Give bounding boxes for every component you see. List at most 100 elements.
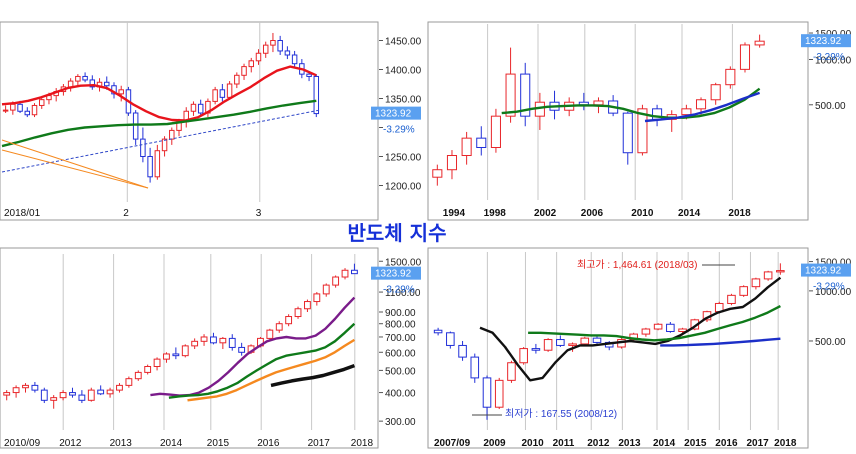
daily-candle-body [226, 83, 233, 98]
yearly-candle-body [637, 108, 648, 154]
monthly-x-tick-label: 2010 [521, 438, 544, 449]
weekly-moving-average-green [168, 322, 356, 399]
daily-candle-body [17, 103, 23, 112]
yearly-chart: 1994 1998 2002 2006 2010 2014 2018 500.00 1000.0… [432, 24, 852, 219]
yearly-x-tick-label: 2002 [534, 208, 557, 219]
daily-candle-body [132, 112, 139, 140]
weekly-candle-body [332, 276, 340, 286]
monthly-x-tick-label: 2017 [746, 438, 769, 449]
weekly-last-value-badge [371, 266, 421, 280]
weekly-candle-body [12, 387, 20, 394]
monthly-candle-body [507, 362, 516, 381]
daily-candle-body [147, 156, 153, 178]
weekly-y-tick-label: 800.00 [385, 320, 416, 331]
daily-candle-body [190, 103, 197, 112]
yearly-moving-average-green [501, 87, 761, 119]
daily-orange-trendline-2 [1, 149, 149, 189]
monthly-candle-body [678, 328, 687, 333]
monthly-y-tick-label: 1000.00 [815, 287, 852, 298]
weekly-y-tick-label: 1500.00 [385, 257, 422, 268]
daily-change-percent: -3.29% [383, 125, 415, 136]
weekly-x-tick-label: 2012 [59, 438, 82, 449]
daily-candle-body [154, 150, 161, 178]
weekly-moving-average-orange [187, 338, 356, 402]
daily-candle-body [140, 138, 146, 158]
weekly-y-tick-label: 1100.00 [385, 288, 421, 299]
daily-candle-body [118, 89, 124, 95]
weekly-candles [3, 263, 358, 409]
monthly-last-value: 1323.92 [805, 266, 842, 277]
daily-candle-body [82, 75, 88, 81]
yearly-y-tick-label: 500.00 [815, 101, 846, 112]
daily-moving-average-green [1, 99, 317, 148]
weekly-candle-body [78, 394, 86, 401]
monthly-candle-body [446, 332, 455, 346]
weekly-candle-body [59, 392, 67, 399]
daily-candle-body [75, 75, 81, 82]
yearly-x-tick-label: 2010 [631, 208, 654, 219]
yearly-candle-body [446, 155, 458, 171]
monthly-x-tick-label: 2011 [553, 438, 575, 449]
monthly-x-tick-label: 2016 [715, 438, 738, 449]
weekly-change-percent: -3.29% [383, 285, 415, 296]
yearly-last-value: 1323.92 [805, 36, 842, 47]
weekly-y-tick-label: 900.00 [385, 308, 416, 319]
daily-candle-body [212, 89, 218, 102]
daily-candle-body [291, 54, 298, 65]
yearly-candle-body [710, 84, 721, 101]
monthly-x-tick-label: 2014 [653, 438, 676, 449]
weekly-candle-body [351, 269, 358, 275]
yearly-change-percent: -3.29% [813, 52, 845, 63]
daily-candle-body [104, 81, 110, 87]
monthly-candle-body [739, 286, 748, 296]
monthly-candle-body [653, 323, 663, 330]
monthly-x-tick-label: 2012 [587, 438, 610, 449]
monthly-candle-body [494, 379, 504, 408]
weekly-candle-body [22, 384, 29, 389]
weekly-candle-body [172, 353, 180, 357]
monthly-x-tick-label: 2007/09 [434, 438, 471, 449]
monthly-candle-body [568, 343, 577, 346]
high-price-annotation: 최고가 : 1,464.61 (2018/03) [577, 259, 697, 271]
weekly-y-tick-label: 400.00 [385, 389, 416, 400]
weekly-candle-body [219, 337, 227, 344]
monthly-candle-body [641, 328, 651, 335]
yearly-candle-body [739, 44, 751, 70]
weekly-candle-body [97, 389, 105, 395]
daily-candle-body [219, 89, 226, 98]
daily-x-tick-label: 2 [123, 208, 129, 219]
weekly-candle-body [181, 345, 189, 357]
yearly-candle-body [725, 68, 736, 86]
daily-candle-body [262, 44, 269, 54]
yearly-x-tick-label: 1998 [484, 208, 507, 219]
yearly-last-value-badge [801, 34, 851, 48]
weekly-x-tick-label: 2014 [160, 438, 183, 449]
weekly-chart: 2010/09 2012 2013 2014 2015 2016 2017 2018 300.0… [3, 254, 422, 449]
weekly-candle-body [87, 389, 95, 401]
yearly-candle-body [490, 115, 501, 148]
yearly-candle-body [520, 73, 531, 117]
weekly-x-tick-label: 2018 [351, 438, 374, 449]
daily-candle-body [255, 52, 262, 62]
yearly-candle-body [461, 137, 472, 157]
daily-last-value-badge [371, 106, 421, 120]
yearly-x-tick-label: 2018 [728, 208, 751, 219]
monthly-candle-body [666, 323, 675, 333]
weekly-moving-average-black [270, 363, 356, 388]
daily-candle-body [31, 104, 38, 116]
weekly-candle-body [116, 384, 123, 391]
daily-trendlines [1, 109, 321, 189]
monthly-moving-average-green [528, 305, 781, 342]
daily-candle-body [277, 40, 283, 52]
yearly-moving-average-blue [644, 91, 760, 123]
monthly-plot-frame [427, 247, 809, 449]
yearly-x-tick-label: 2006 [581, 208, 604, 219]
yearly-candle-body [754, 40, 765, 46]
weekly-candle-body [153, 358, 161, 368]
weekly-candle-body [238, 346, 246, 353]
yearly-candle-body [505, 73, 516, 117]
weekly-candle-body [144, 366, 152, 373]
daily-orange-trendline [1, 139, 149, 189]
monthly-candle-body [580, 337, 590, 345]
monthly-x-tick-label: 2009 [483, 438, 506, 449]
